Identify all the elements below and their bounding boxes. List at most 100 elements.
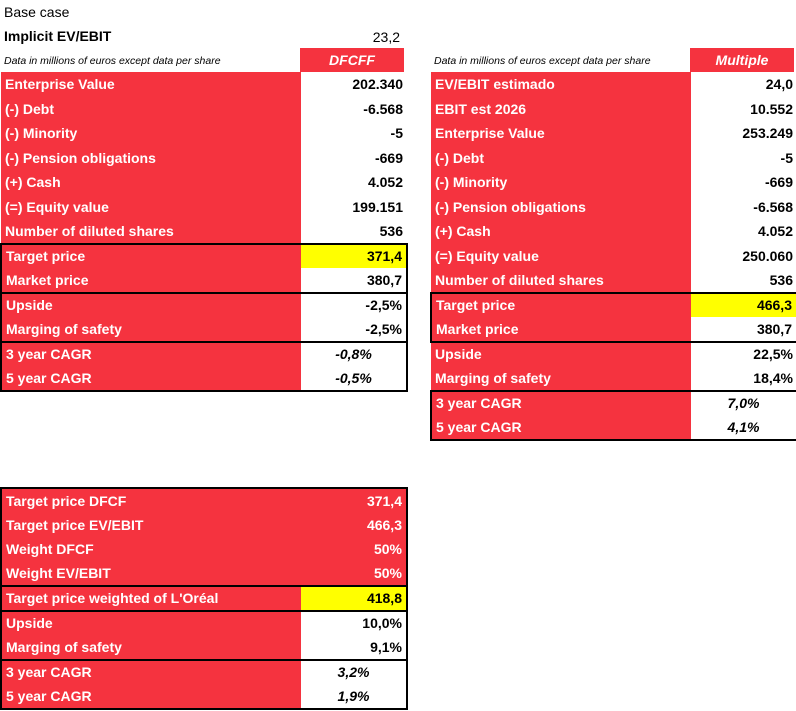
row-value: 536 xyxy=(691,268,796,293)
row-label: Marging of safety xyxy=(0,635,301,661)
table-row: Marging of safety -2,5% xyxy=(0,317,408,343)
row-value: 10,0% xyxy=(301,609,408,635)
row-label: Marging of safety xyxy=(0,317,301,343)
multiple-table: EV/EBIT estimado 24,0 EBIT est 2026 10.552… xyxy=(430,72,796,441)
table-row: Market price 380,7 xyxy=(430,317,796,343)
row-value: -2,5% xyxy=(301,291,408,317)
dcf-method-header: DFCFF xyxy=(300,48,404,72)
row-value: 466,3 xyxy=(301,512,408,537)
row-value: -669 xyxy=(301,145,407,170)
row-label: (=) Equity value xyxy=(431,243,691,268)
table-row: Target price DFCF 371,4 xyxy=(0,487,408,513)
row-label: (+) Cash xyxy=(431,219,691,244)
row-label: Target price EV/EBIT xyxy=(0,512,301,537)
row-value: 50% xyxy=(301,561,408,587)
table-row: (-) Pension obligations -669 xyxy=(1,145,407,170)
row-label: (+) Cash xyxy=(1,170,301,195)
implicit-ev-ebit-value: 23,2 xyxy=(372,29,400,45)
table-row: Weight EV/EBIT 50% xyxy=(0,561,408,587)
base-case-title: Base case xyxy=(4,4,70,20)
row-label: EBIT est 2026 xyxy=(431,96,691,121)
row-value: 371,4 xyxy=(301,487,408,513)
row-value: 1,9% xyxy=(301,684,408,710)
row-label: Marging of safety xyxy=(431,366,691,391)
table-row: (=) Equity value 250.060 xyxy=(431,243,796,268)
table-row: Upside 10,0% xyxy=(0,609,408,635)
table-row: EV/EBIT estimado 24,0 xyxy=(431,72,796,97)
table-row: (-) Pension obligations -6.568 xyxy=(431,194,796,219)
row-label: Enterprise Value xyxy=(431,121,691,146)
table-row: Marging of safety 9,1% xyxy=(0,635,408,661)
row-label: Number of diluted shares xyxy=(1,219,301,244)
multiple-method-header: Multiple xyxy=(690,48,794,72)
row-value: -669 xyxy=(691,170,796,195)
row-value: 4,1% xyxy=(691,415,796,441)
row-value: 380,7 xyxy=(301,268,408,294)
row-value: 250.060 xyxy=(691,243,796,268)
table-row: Target price 371,4 xyxy=(0,242,408,268)
row-value: 536 xyxy=(301,219,407,244)
row-value: 3,2% xyxy=(301,658,408,684)
table-row: Number of diluted shares 536 xyxy=(431,268,796,293)
row-label: EV/EBIT estimado xyxy=(431,72,691,97)
table-row: Number of diluted shares 536 xyxy=(1,219,407,244)
row-label: (-) Debt xyxy=(431,145,691,170)
row-value: 4.052 xyxy=(301,170,407,195)
table-row: Market price 380,7 xyxy=(0,268,408,294)
row-value: 253.249 xyxy=(691,121,796,146)
summary-table: Target price DFCF 371,4 Target price EV/E… xyxy=(0,487,408,710)
row-label: Market price xyxy=(0,268,301,294)
table-row: Target price EV/EBIT 466,3 xyxy=(0,512,408,537)
table-row: 5 year CAGR -0,5% xyxy=(0,366,408,392)
table-row: Marging of safety 18,4% xyxy=(431,366,796,391)
row-value: -0,8% xyxy=(301,340,408,366)
row-value: -6.568 xyxy=(301,96,407,121)
table-row: Enterprise Value 202.340 xyxy=(1,72,407,97)
row-label: 5 year CAGR xyxy=(430,415,691,441)
table-row: (-) Debt -5 xyxy=(431,145,796,170)
row-label: Number of diluted shares xyxy=(431,268,691,293)
row-label: (-) Pension obligations xyxy=(1,145,301,170)
table-row: Target price 466,3 xyxy=(430,291,796,317)
table-row: 5 year CAGR 4,1% xyxy=(430,415,796,441)
row-label: Target price DFCF xyxy=(0,487,301,513)
row-label: Weight DFCF xyxy=(0,537,301,562)
table-row: (+) Cash 4.052 xyxy=(431,219,796,244)
table-row: (=) Equity value 199.151 xyxy=(1,194,407,219)
table-row: (-) Minority -669 xyxy=(431,170,796,195)
table-row: 3 year CAGR 7,0% xyxy=(430,389,796,415)
table-row: Target price weighted of L'Oréal 418,8 xyxy=(0,585,408,612)
target-price-value: 466,3 xyxy=(691,291,796,317)
row-label: 5 year CAGR xyxy=(0,366,301,392)
row-label: Target price xyxy=(430,291,691,317)
table-row: 3 year CAGR -0,8% xyxy=(0,340,408,366)
dcf-table: Enterprise Value 202.340 (-) Debt -6.568 (… xyxy=(0,72,408,392)
row-label: (-) Debt xyxy=(1,96,301,121)
row-value: 22,5% xyxy=(691,341,796,366)
row-label: Target price xyxy=(0,242,301,268)
row-label: Market price xyxy=(430,317,691,343)
table-row: Upside -2,5% xyxy=(0,291,408,317)
row-label: 3 year CAGR xyxy=(0,340,301,366)
target-price-value: 371,4 xyxy=(301,242,408,268)
row-value: 199.151 xyxy=(301,194,407,219)
row-value: 18,4% xyxy=(691,366,796,391)
row-value: -6.568 xyxy=(691,194,796,219)
table-row: Enterprise Value 253.249 xyxy=(431,121,796,146)
dcf-note: Data in millions of euros except data pe… xyxy=(4,55,221,67)
row-value: 380,7 xyxy=(691,317,796,343)
row-label: 5 year CAGR xyxy=(0,684,301,710)
row-value: 24,0 xyxy=(691,72,796,97)
row-value: 9,1% xyxy=(301,635,408,661)
row-label: 3 year CAGR xyxy=(0,658,301,684)
row-value: 10.552 xyxy=(691,96,796,121)
row-label: Weight EV/EBIT xyxy=(0,561,301,587)
row-label: (-) Pension obligations xyxy=(431,194,691,219)
table-row: EBIT est 2026 10.552 xyxy=(431,96,796,121)
table-row: 5 year CAGR 1,9% xyxy=(0,684,408,710)
table-row: (-) Minority -5 xyxy=(1,121,407,146)
row-value: -0,5% xyxy=(301,366,408,392)
row-value: 50% xyxy=(301,537,408,562)
table-row: 3 year CAGR 3,2% xyxy=(0,658,408,684)
row-label: 3 year CAGR xyxy=(430,389,691,415)
